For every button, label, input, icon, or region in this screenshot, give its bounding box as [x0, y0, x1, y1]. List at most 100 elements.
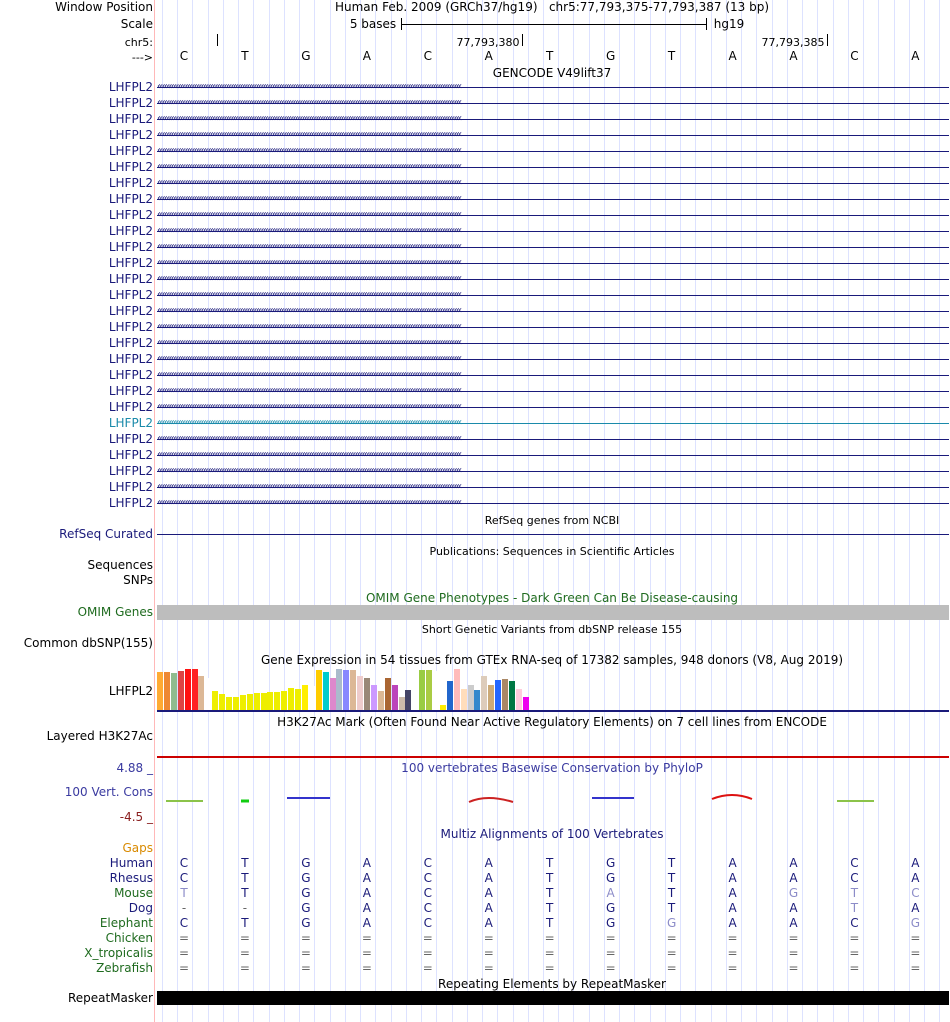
gencode-gene-label[interactable]: LHFPL2 — [108, 80, 153, 94]
gencode-gene-label[interactable]: LHFPL2 — [108, 96, 153, 110]
gencode-gene-label[interactable]: LHFPL2 — [108, 288, 153, 302]
gencode-transcript[interactable]: ‹‹‹‹‹‹‹‹‹‹‹‹‹‹‹‹‹‹‹‹‹‹‹‹‹‹‹‹‹‹‹‹‹‹‹‹‹‹‹‹… — [157, 144, 949, 160]
gencode-gene-label[interactable]: LHFPL2 — [108, 496, 153, 510]
gtex-tissue-bar[interactable] — [163, 672, 170, 710]
gencode-transcript[interactable]: ‹‹‹‹‹‹‹‹‹‹‹‹‹‹‹‹‹‹‹‹‹‹‹‹‹‹‹‹‹‹‹‹‹‹‹‹‹‹‹‹… — [157, 112, 949, 128]
gencode-gene-label[interactable]: LHFPL2 — [108, 336, 153, 350]
gtex-tissue-bar[interactable] — [260, 693, 267, 710]
gencode-gene-label[interactable]: LHFPL2 — [108, 176, 153, 190]
gtex-tissue-bar[interactable] — [246, 694, 253, 710]
gencode-gene-label[interactable]: LHFPL2 — [108, 160, 153, 174]
gencode-gene-label[interactable]: LHFPL2 — [108, 112, 153, 126]
refseq-label[interactable]: RefSeq Curated — [59, 527, 153, 541]
gtex-tissue-bar[interactable] — [446, 681, 453, 710]
gtex-tissue-bar[interactable] — [481, 676, 488, 710]
gencode-gene-label[interactable]: LHFPL2 — [108, 144, 153, 158]
gtex-tissue-bar[interactable] — [170, 673, 177, 710]
gencode-transcript[interactable]: ‹‹‹‹‹‹‹‹‹‹‹‹‹‹‹‹‹‹‹‹‹‹‹‹‹‹‹‹‹‹‹‹‹‹‹‹‹‹‹‹… — [157, 208, 949, 224]
gtex-tissue-bar[interactable] — [274, 692, 281, 710]
gtex-tissue-bar[interactable] — [405, 690, 412, 710]
gencode-transcript[interactable]: ‹‹‹‹‹‹‹‹‹‹‹‹‹‹‹‹‹‹‹‹‹‹‹‹‹‹‹‹‹‹‹‹‹‹‹‹‹‹‹‹… — [157, 416, 949, 432]
gencode-transcript[interactable]: ‹‹‹‹‹‹‹‹‹‹‹‹‹‹‹‹‹‹‹‹‹‹‹‹‹‹‹‹‹‹‹‹‹‹‹‹‹‹‹‹… — [157, 176, 949, 192]
gencode-transcript[interactable]: ‹‹‹‹‹‹‹‹‹‹‹‹‹‹‹‹‹‹‹‹‹‹‹‹‹‹‹‹‹‹‹‹‹‹‹‹‹‹‹‹… — [157, 480, 949, 496]
publications-sequences-label[interactable]: Sequences — [87, 558, 153, 572]
gaps-label[interactable]: Gaps — [122, 841, 153, 855]
gtex-tissue-bar[interactable] — [212, 691, 219, 710]
gtex-tissue-bar[interactable] — [474, 690, 481, 710]
gencode-transcript[interactable]: ‹‹‹‹‹‹‹‹‹‹‹‹‹‹‹‹‹‹‹‹‹‹‹‹‹‹‹‹‹‹‹‹‹‹‹‹‹‹‹‹… — [157, 384, 949, 400]
gtex-tissue-bar[interactable] — [515, 689, 522, 710]
gtex-tissue-bar[interactable] — [239, 695, 246, 710]
gtex-tissue-bar[interactable] — [364, 678, 370, 710]
gtex-tissue-bar[interactable] — [398, 697, 405, 710]
gtex-tissue-bar[interactable] — [439, 705, 446, 710]
omim-label[interactable]: OMIM Genes — [77, 605, 153, 619]
publications-snps-label[interactable]: SNPs — [123, 573, 153, 587]
gencode-gene-label[interactable]: LHFPL2 — [108, 448, 153, 462]
species-label[interactable]: Human — [109, 856, 153, 870]
gtex-tissue-bar[interactable] — [232, 697, 239, 710]
gtex-tissue-bar[interactable] — [267, 692, 274, 710]
dbsnp-label[interactable]: Common dbSNP(155) — [23, 636, 153, 650]
gtex-tissue-bar[interactable] — [460, 689, 467, 710]
gencode-transcript[interactable]: ‹‹‹‹‹‹‹‹‹‹‹‹‹‹‹‹‹‹‹‹‹‹‹‹‹‹‹‹‹‹‹‹‹‹‹‹‹‹‹‹… — [157, 368, 949, 384]
gencode-gene-label[interactable]: LHFPL2 — [108, 256, 153, 270]
omim-feature[interactable] — [157, 605, 949, 620]
gtex-tissue-bar[interactable] — [357, 676, 364, 710]
gtex-tissue-bar[interactable] — [488, 685, 495, 710]
gtex-tissue-bar[interactable] — [308, 686, 315, 710]
gtex-tissue-bar[interactable] — [343, 670, 350, 710]
gtex-tissue-bar[interactable] — [377, 691, 384, 710]
gencode-transcript[interactable]: ‹‹‹‹‹‹‹‹‹‹‹‹‹‹‹‹‹‹‹‹‹‹‹‹‹‹‹‹‹‹‹‹‹‹‹‹‹‹‹‹… — [157, 80, 949, 96]
gencode-gene-label[interactable]: LHFPL2 — [108, 464, 153, 478]
gencode-gene-label[interactable]: LHFPL2 — [108, 352, 153, 366]
gencode-transcript[interactable]: ‹‹‹‹‹‹‹‹‹‹‹‹‹‹‹‹‹‹‹‹‹‹‹‹‹‹‹‹‹‹‹‹‹‹‹‹‹‹‹‹… — [157, 448, 949, 464]
gencode-transcript[interactable]: ‹‹‹‹‹‹‹‹‹‹‹‹‹‹‹‹‹‹‹‹‹‹‹‹‹‹‹‹‹‹‹‹‹‹‹‹‹‹‹‹… — [157, 192, 949, 208]
gtex-tissue-bar[interactable] — [329, 678, 336, 710]
gencode-transcript[interactable]: ‹‹‹‹‹‹‹‹‹‹‹‹‹‹‹‹‹‹‹‹‹‹‹‹‹‹‹‹‹‹‹‹‹‹‹‹‹‹‹‹… — [157, 400, 949, 416]
gtex-barchart[interactable] — [157, 668, 537, 710]
gtex-tissue-bar[interactable] — [322, 672, 329, 710]
species-label[interactable]: Zebrafish — [96, 961, 153, 975]
species-label[interactable]: X_tropicalis — [84, 946, 153, 960]
h3k27ac-label[interactable]: Layered H3K27Ac — [46, 729, 153, 743]
gtex-tissue-bar[interactable] — [336, 669, 343, 710]
gencode-transcript[interactable]: ‹‹‹‹‹‹‹‹‹‹‹‹‹‹‹‹‹‹‹‹‹‹‹‹‹‹‹‹‹‹‹‹‹‹‹‹‹‹‹‹… — [157, 96, 949, 112]
gencode-gene-label[interactable]: LHFPL2 — [108, 240, 153, 254]
gtex-tissue-bar[interactable] — [288, 688, 295, 710]
gtex-tissue-bar[interactable] — [281, 691, 288, 710]
gtex-tissue-bar[interactable] — [350, 670, 357, 710]
gtex-tissue-bar[interactable] — [219, 694, 226, 710]
gencode-gene-label[interactable]: LHFPL2 — [108, 272, 153, 286]
species-label[interactable]: Chicken — [105, 931, 153, 945]
gtex-tissue-bar[interactable] — [502, 679, 508, 710]
gencode-transcript[interactable]: ‹‹‹‹‹‹‹‹‹‹‹‹‹‹‹‹‹‹‹‹‹‹‹‹‹‹‹‹‹‹‹‹‹‹‹‹‹‹‹‹… — [157, 160, 949, 176]
gtex-tissue-bar[interactable] — [426, 670, 433, 710]
gencode-gene-label[interactable]: LHFPL2 — [108, 416, 153, 430]
gtex-tissue-bar[interactable] — [191, 669, 198, 710]
gencode-transcript[interactable]: ‹‹‹‹‹‹‹‹‹‹‹‹‹‹‹‹‹‹‹‹‹‹‹‹‹‹‹‹‹‹‹‹‹‹‹‹‹‹‹‹… — [157, 464, 949, 480]
gtex-tissue-bar[interactable] — [419, 670, 426, 710]
gtex-tissue-bar[interactable] — [226, 697, 232, 710]
gencode-transcript[interactable]: ‹‹‹‹‹‹‹‹‹‹‹‹‹‹‹‹‹‹‹‹‹‹‹‹‹‹‹‹‹‹‹‹‹‹‹‹‹‹‹‹… — [157, 352, 949, 368]
gtex-tissue-bar[interactable] — [508, 681, 515, 710]
gencode-gene-label[interactable]: LHFPL2 — [108, 304, 153, 318]
gtex-tissue-bar[interactable] — [295, 689, 301, 710]
species-label[interactable]: Elephant — [99, 916, 153, 930]
gtex-tissue-bar[interactable] — [384, 678, 391, 710]
gencode-gene-label[interactable]: LHFPL2 — [108, 320, 153, 334]
gencode-gene-label[interactable]: LHFPL2 — [108, 400, 153, 414]
species-label[interactable]: Dog — [128, 901, 153, 915]
gtex-tissue-bar[interactable] — [467, 685, 474, 710]
gtex-tissue-bar[interactable] — [370, 685, 377, 710]
gencode-gene-label[interactable]: LHFPL2 — [108, 384, 153, 398]
gtex-tissue-bar[interactable] — [391, 685, 398, 710]
species-label[interactable]: Rhesus — [109, 871, 153, 885]
gencode-transcript[interactable]: ‹‹‹‹‹‹‹‹‹‹‹‹‹‹‹‹‹‹‹‹‹‹‹‹‹‹‹‹‹‹‹‹‹‹‹‹‹‹‹‹… — [157, 496, 949, 512]
gencode-transcript[interactable]: ‹‹‹‹‹‹‹‹‹‹‹‹‹‹‹‹‹‹‹‹‹‹‹‹‹‹‹‹‹‹‹‹‹‹‹‹‹‹‹‹… — [157, 288, 949, 304]
gtex-tissue-bar[interactable] — [157, 672, 163, 710]
gtex-label[interactable]: LHFPL2 — [108, 684, 153, 698]
gtex-tissue-bar[interactable] — [205, 678, 212, 710]
gencode-transcript[interactable]: ‹‹‹‹‹‹‹‹‹‹‹‹‹‹‹‹‹‹‹‹‹‹‹‹‹‹‹‹‹‹‹‹‹‹‹‹‹‹‹‹… — [157, 256, 949, 272]
